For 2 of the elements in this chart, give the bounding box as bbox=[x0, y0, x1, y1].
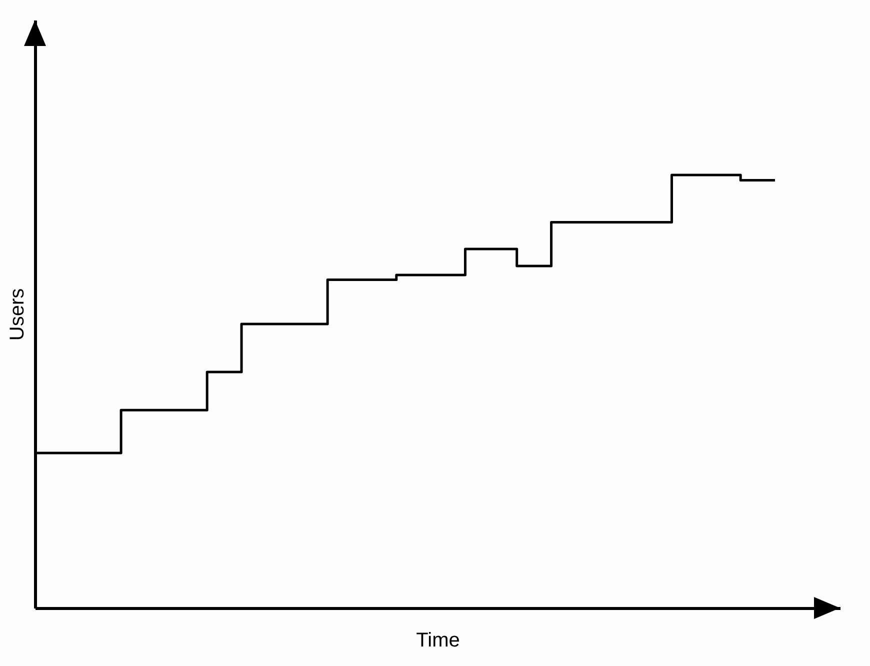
x-axis-title: Time bbox=[416, 630, 460, 652]
y-axis-title: Users bbox=[6, 288, 28, 341]
